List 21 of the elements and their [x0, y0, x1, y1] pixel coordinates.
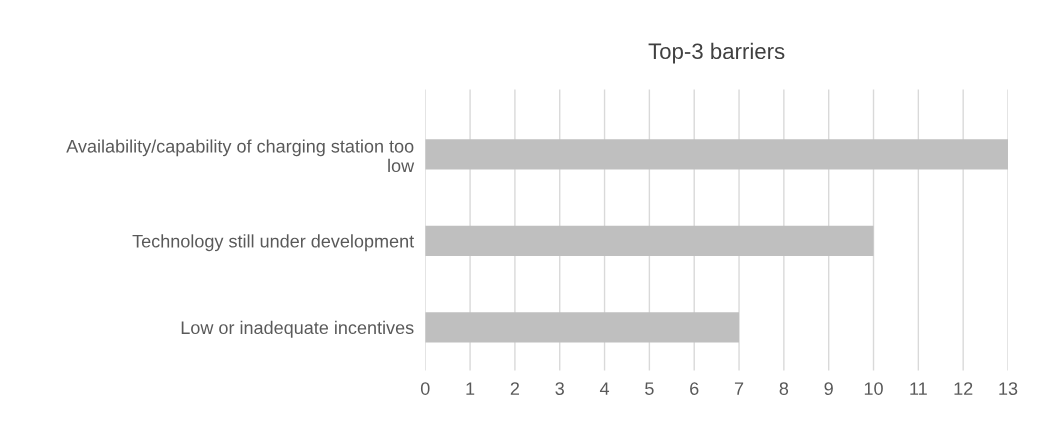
- x-tick-label: 4: [599, 382, 610, 395]
- x-tick-label: 0: [420, 382, 430, 395]
- x-tick-label: 9: [824, 382, 833, 395]
- x-tick-label: 13: [999, 382, 1018, 395]
- bar: [425, 225, 874, 256]
- x-tick-label: 12: [954, 382, 973, 395]
- chart-title: Top-3 barriers: [648, 42, 785, 64]
- bar: [425, 312, 740, 343]
- y-tick-label: Availability/capability of charging station too low: [66, 139, 415, 173]
- x-tick-label: 10: [864, 382, 883, 395]
- x-tick-label: 2: [510, 382, 520, 395]
- x-tick-label: 5: [645, 382, 654, 395]
- y-tick-label: Technology still under development: [132, 234, 415, 252]
- x-tick-label: 3: [555, 382, 564, 395]
- y-tick-label: Low or inadequate incentives: [181, 320, 414, 338]
- bar: [425, 139, 1008, 170]
- x-tick-label: 1: [466, 382, 475, 395]
- x-tick-label: 8: [779, 382, 789, 395]
- x-tick-label: 6: [690, 382, 699, 395]
- x-tick-label: 7: [734, 382, 744, 395]
- x-tick-label: 11: [910, 382, 927, 395]
